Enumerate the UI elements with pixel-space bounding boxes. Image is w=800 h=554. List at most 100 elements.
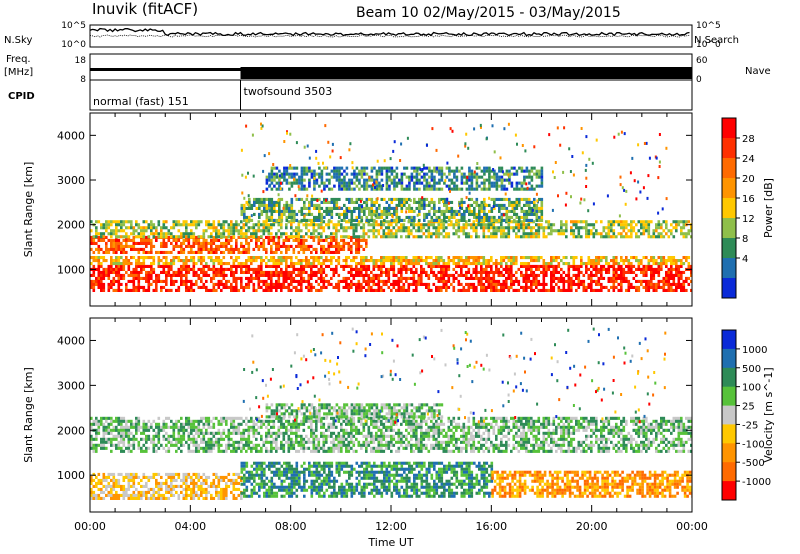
power-cell (232, 273, 236, 277)
power-cell (217, 285, 221, 289)
power-cell (97, 244, 101, 248)
power-cell (297, 267, 301, 271)
power-cell (232, 223, 236, 227)
power-cell (235, 247, 238, 251)
power-cell (235, 220, 238, 224)
power-cell (577, 282, 581, 286)
power-cell (105, 223, 108, 227)
power-cell (393, 218, 396, 222)
power-cell (300, 244, 303, 248)
power-cell (187, 232, 191, 236)
power-cell (405, 215, 409, 219)
power-cell (250, 262, 253, 266)
power-cell (192, 256, 196, 260)
power-cell (687, 276, 691, 280)
power-cell (92, 241, 96, 245)
power-cell (250, 276, 253, 280)
power-cell (637, 264, 641, 268)
power-cell (105, 235, 108, 239)
power-cell (310, 218, 314, 222)
power-cell (400, 181, 404, 185)
power-cell (360, 264, 363, 268)
power-scatter-cell (559, 143, 562, 147)
power-cell (525, 276, 528, 280)
power-cell (287, 288, 291, 292)
power-cell (403, 200, 406, 204)
velocity-cell (92, 484, 96, 488)
power-cell (468, 175, 471, 179)
power-cell (647, 288, 651, 292)
velocity-cell (172, 478, 176, 482)
velocity-cell (92, 490, 96, 494)
power-cell (317, 270, 321, 274)
power-cell (637, 235, 641, 239)
velocity-cell (160, 496, 163, 500)
power-cell (282, 256, 286, 260)
power-cell (518, 215, 521, 219)
velocity-cell (112, 478, 116, 482)
power-cell (597, 232, 601, 236)
power-cell (177, 285, 181, 289)
power-cell (320, 285, 323, 289)
power-cell (425, 203, 429, 207)
power-cell (585, 235, 588, 239)
power-cell (252, 282, 256, 286)
power-scatter-cell (595, 138, 598, 142)
power-cell (333, 169, 336, 173)
power-cell (560, 220, 563, 224)
power-cell (587, 256, 591, 260)
power-cell (412, 226, 416, 230)
power-cell (665, 288, 668, 292)
power-cell (452, 226, 456, 230)
power-cell (105, 229, 108, 233)
power-cell (225, 285, 228, 289)
power-cell (365, 288, 368, 292)
power-cell (482, 285, 486, 289)
power-cell (310, 273, 313, 277)
power-cell (288, 181, 291, 185)
power-cell (125, 235, 128, 239)
power-cell (607, 226, 611, 230)
power-cell (447, 273, 451, 277)
power-cell (350, 273, 353, 277)
power-cell (327, 241, 331, 245)
velocity-cell (170, 478, 173, 482)
power-cell (447, 262, 451, 266)
power-cell (500, 282, 503, 286)
power-cell (272, 264, 276, 268)
power-cell (333, 197, 336, 201)
power-cell (647, 235, 651, 239)
power-cell (287, 276, 291, 280)
power-cell (377, 223, 381, 227)
power-cell (375, 276, 378, 280)
power-cell (640, 259, 643, 263)
power-cell (667, 235, 671, 239)
power-cell (505, 187, 509, 191)
velocity-cell (90, 478, 93, 482)
velocity-cell (165, 490, 168, 494)
power-cell (395, 197, 399, 201)
power-cell (117, 220, 121, 224)
power-cell (262, 247, 266, 251)
power-cell (180, 270, 183, 274)
power-cell (482, 262, 486, 266)
power-cell (530, 285, 533, 289)
power-cell (342, 276, 346, 280)
power-cell (535, 223, 538, 227)
power-cell (440, 175, 444, 179)
power-cell (205, 288, 208, 292)
power-cell (165, 232, 168, 236)
power-cell (595, 229, 598, 233)
power-cell (428, 200, 431, 204)
power-cell (515, 223, 518, 227)
power-cell (600, 256, 603, 260)
power-cell (240, 282, 243, 286)
power-cell (270, 235, 273, 239)
velocity-cell (122, 484, 126, 488)
power-cell (370, 187, 374, 191)
power-cell (285, 203, 289, 207)
velocity-cell (202, 481, 206, 485)
power-cell (152, 235, 156, 239)
power-cell (565, 223, 568, 227)
power-cell (243, 215, 246, 219)
